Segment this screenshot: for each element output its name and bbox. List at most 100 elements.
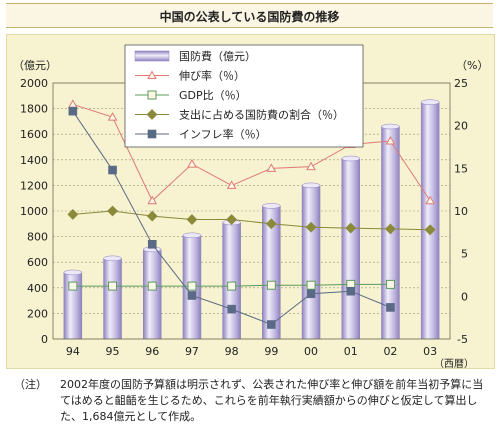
legend-layer: 国防費（億元） 伸び率（％） GDP比（％） 支出に占める国防費の割合（％） インフレ率… <box>124 44 364 148</box>
legend-label: インフレ率（％） <box>179 127 267 141</box>
bar <box>103 258 122 340</box>
bar <box>143 249 162 340</box>
series-marker <box>108 281 118 291</box>
x-tick-label: 00 <box>304 345 318 358</box>
series-marker <box>68 281 78 291</box>
series-marker <box>266 163 277 172</box>
series-marker <box>266 280 276 290</box>
legend-label: 伸び率（％） <box>179 69 245 83</box>
series-marker <box>226 180 237 189</box>
x-tick-label: 94 <box>66 345 80 358</box>
legend-box <box>124 44 364 148</box>
chart-panel: 0 200 400 600 800 1000 1200 1400 1600 1800 2000 -5 0… <box>6 34 495 369</box>
y-left-tick-label: 200 <box>27 307 48 320</box>
series-marker <box>187 281 197 291</box>
y-left-tick-label: 2000 <box>20 77 48 90</box>
series-marker <box>187 159 197 168</box>
x-tick-label: 96 <box>145 345 159 358</box>
y-right-tick-label: 15 <box>454 162 468 175</box>
series-marker <box>265 218 277 230</box>
series-marker <box>227 281 237 291</box>
y-right-tick-label: 20 <box>454 120 468 133</box>
axis-layer: 0200400600800100012001400160018002000-50… <box>13 59 488 368</box>
y-left-tick-label: 1400 <box>20 154 48 167</box>
legend-marker <box>147 70 157 79</box>
series-marker <box>67 99 78 108</box>
y-left-tick-label: 800 <box>27 231 48 244</box>
series-marker <box>386 303 395 312</box>
series-marker <box>108 165 117 175</box>
series-marker <box>306 289 316 299</box>
series-marker <box>305 221 317 233</box>
bar-top <box>341 155 360 162</box>
y-left-axis-label: （億元） <box>13 59 57 72</box>
legend-marker <box>147 129 157 139</box>
y-left-tick-label: 0 <box>41 333 48 346</box>
y-right-axis-label: （%） <box>456 59 488 72</box>
y-right-tick-label: 10 <box>454 205 468 218</box>
chart-title: 中国の公表している国防費の推移 <box>159 10 340 24</box>
y-right-tick-label: -5 <box>457 333 468 346</box>
bar-top <box>381 123 400 130</box>
series-marker <box>385 279 395 289</box>
x-tick-label: 02 <box>383 345 397 358</box>
y-left-tick-label: 1800 <box>20 103 48 116</box>
x-axis-unit: （西暦） <box>434 358 474 368</box>
series-marker <box>227 304 236 314</box>
legend-label: 支出に占める国防費の割合（％） <box>179 108 344 122</box>
series-line <box>72 210 431 231</box>
chart-svg: 0200400600800100012001400160018002000-50… <box>13 44 488 368</box>
series-marker <box>306 161 316 171</box>
legend-marker <box>146 109 158 120</box>
line-layer <box>67 99 436 329</box>
bar-top <box>262 203 281 209</box>
bar-top <box>63 269 83 276</box>
series-marker <box>306 280 316 290</box>
series-marker <box>67 208 79 220</box>
series-marker <box>424 224 436 236</box>
chart-title-bar: 中国の公表している国防費の推移 <box>6 3 493 28</box>
series-marker <box>267 320 276 329</box>
legend-label: 国防費（億元） <box>179 49 256 63</box>
bar-top <box>301 182 321 189</box>
bar <box>301 185 321 340</box>
series-marker <box>187 291 197 300</box>
series-marker <box>147 195 158 205</box>
series-marker <box>346 286 356 296</box>
bar-top <box>420 99 440 105</box>
series-marker <box>226 214 238 225</box>
y-right-tick-label: 25 <box>454 77 468 90</box>
bar-top <box>103 255 122 262</box>
x-tick-label: 95 <box>106 345 120 358</box>
y-right-tick-label: 0 <box>461 290 468 303</box>
series-marker <box>147 239 157 249</box>
y-left-tick-label: 1600 <box>20 128 48 141</box>
series-line <box>72 103 431 202</box>
x-tick-label: 99 <box>264 345 278 358</box>
y-left-tick-label: 1200 <box>20 179 48 192</box>
bar-top <box>182 232 202 239</box>
x-tick-label: 03 <box>423 345 437 358</box>
series-marker <box>425 195 436 205</box>
bar <box>420 101 440 340</box>
bar <box>341 158 360 340</box>
series-marker <box>345 222 357 234</box>
x-tick-label: 98 <box>225 345 239 358</box>
bar <box>222 222 241 340</box>
x-tick-label: 01 <box>344 345 358 358</box>
series-marker <box>385 223 396 235</box>
series-marker <box>146 210 158 222</box>
series-marker <box>68 106 78 116</box>
series-marker <box>147 281 157 291</box>
series-marker <box>385 136 396 145</box>
y-left-tick-label: 600 <box>27 256 48 269</box>
series-marker <box>107 112 118 121</box>
series-marker <box>186 214 198 225</box>
footnote-tag: （注） <box>14 378 47 391</box>
legend-label: GDP比（％） <box>179 89 247 102</box>
x-tick-label: 97 <box>185 345 199 358</box>
y-left-tick-label: 1000 <box>20 205 48 218</box>
legend-marker <box>147 90 157 100</box>
y-left-tick-label: 400 <box>27 282 48 295</box>
y-right-tick-label: 5 <box>461 248 468 261</box>
